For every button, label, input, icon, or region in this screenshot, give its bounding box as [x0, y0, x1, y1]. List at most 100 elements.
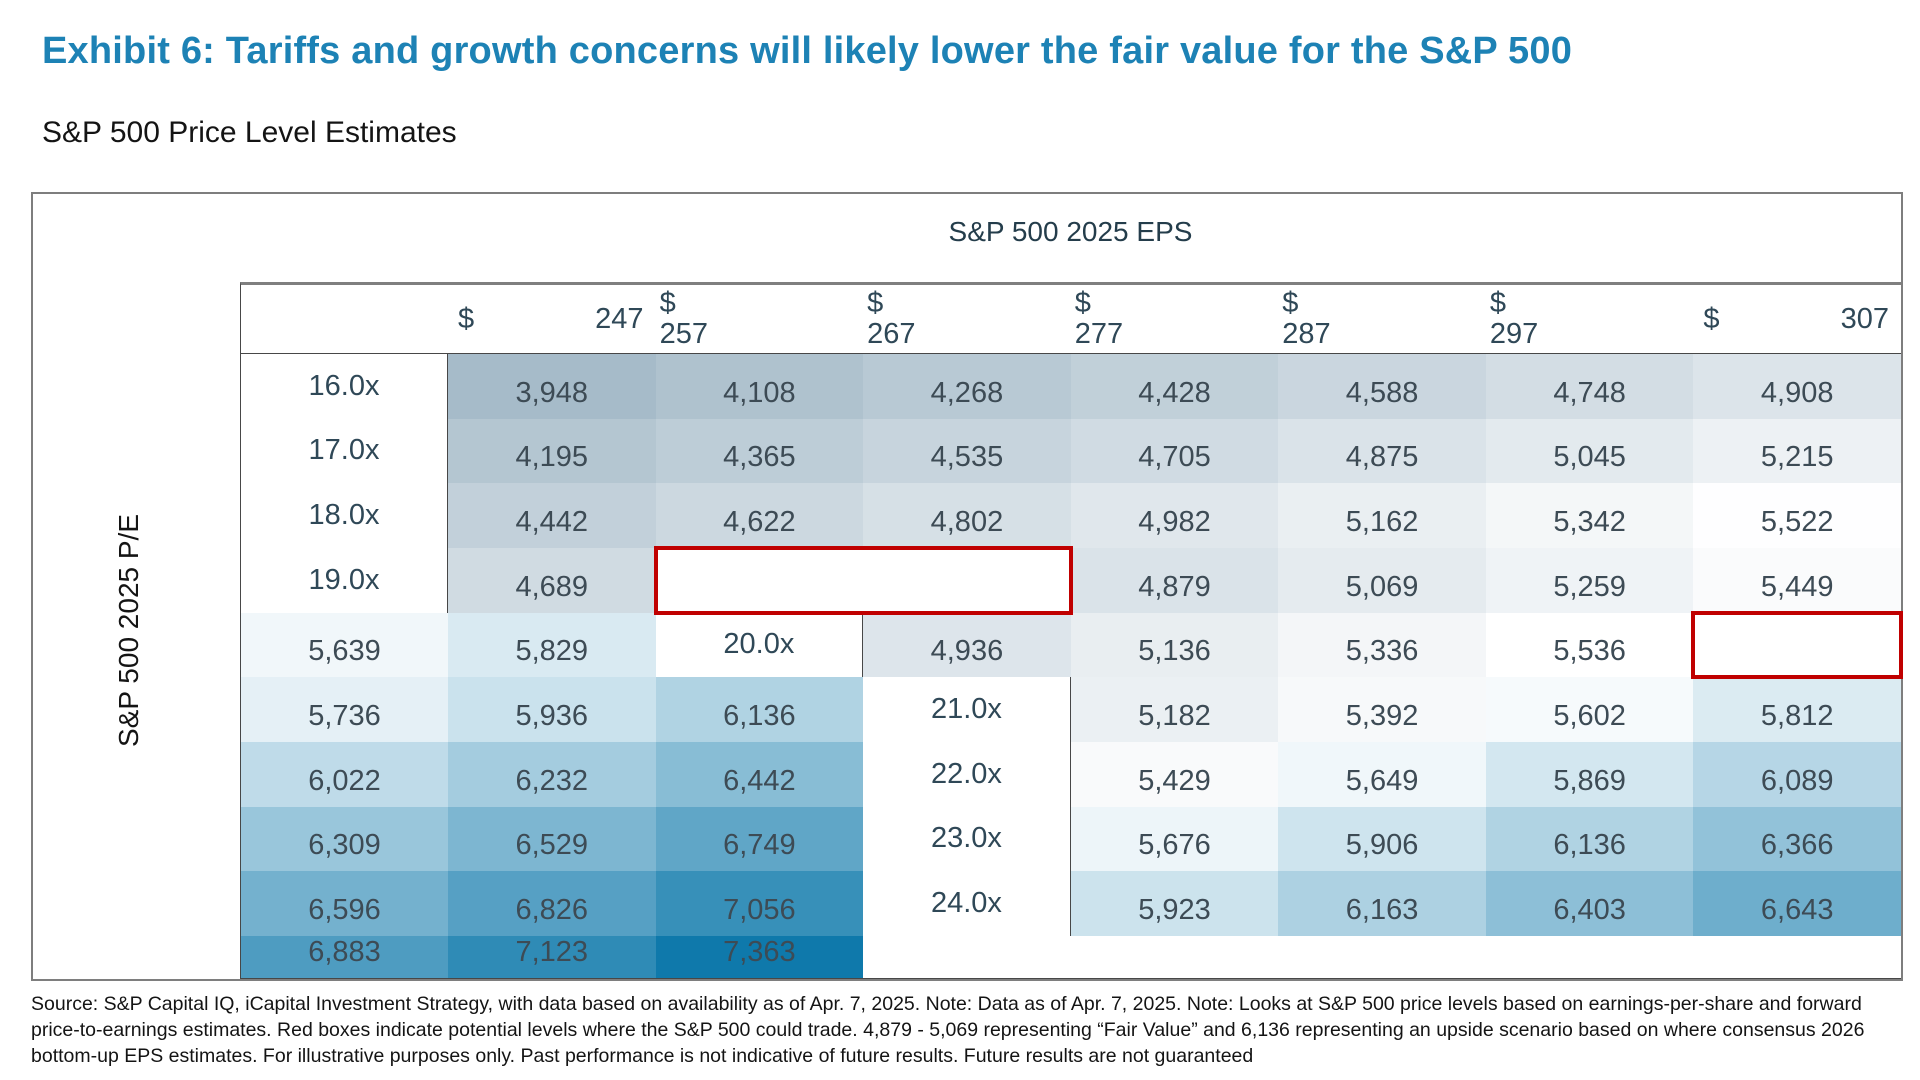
price-cell: 5,449 — [1693, 547, 1901, 613]
pe-axis-label-wrap: S&P 500 2025 P/E — [109, 282, 149, 979]
price-cell: 5,869 — [1485, 741, 1694, 807]
price-cell: 5,649 — [1278, 741, 1486, 807]
price-cell: 4,365 — [655, 418, 864, 484]
eps-header-cell: $267 — [863, 285, 1071, 354]
price-cell: 4,982 — [1070, 483, 1279, 548]
price-cell: 5,336 — [1278, 612, 1486, 678]
price-cell: 5,906 — [1278, 806, 1486, 872]
price-cell: 4,195 — [448, 418, 656, 484]
eps-axis-label: S&P 500 2025 EPS — [948, 216, 1193, 247]
eps-header-cell: $287 — [1278, 285, 1486, 354]
price-cell: 5,342 — [1485, 483, 1694, 548]
pe-row-label: 20.0x — [655, 612, 864, 678]
pe-row-label: 21.0x — [863, 677, 1071, 742]
matrix-corner-cell — [241, 285, 448, 354]
page-title: Exhibit 6: Tariffs and growth concerns w… — [42, 30, 1573, 72]
price-cell: 6,136 — [1485, 806, 1694, 872]
pe-row-label: 22.0x — [863, 741, 1071, 807]
currency-symbol: $ — [1074, 287, 1091, 319]
currency-symbol: $ — [1282, 287, 1299, 319]
price-cell: 6,529 — [448, 806, 656, 872]
pe-row-label: 19.0x — [241, 547, 448, 613]
price-cell: 5,812 — [1693, 677, 1901, 742]
price-cell: 4,879 — [1070, 547, 1279, 613]
price-cell: 5,136 — [1070, 612, 1279, 678]
price-cell: 6,442 — [655, 741, 864, 807]
pe-row-label: 18.0x — [241, 483, 448, 548]
currency-symbol: $ — [659, 287, 676, 319]
price-matrix: $247 $257 $267 $277 $287 $297 $307 16.0x 3,948 4,… — [240, 282, 1903, 979]
eps-header-cell: $247 — [448, 285, 656, 354]
eps-header-value: 247 — [595, 302, 644, 335]
price-cell: 6,089 — [1693, 741, 1901, 807]
price-cell: 6,403 — [1485, 871, 1694, 936]
price-cell: 5,522 — [1693, 483, 1901, 548]
price-cell: 3,948 — [448, 354, 656, 419]
eps-header-cell: $277 — [1070, 285, 1279, 354]
price-cell: 5,736 — [241, 677, 448, 742]
price-cell: 6,643 — [1693, 871, 1901, 936]
price-cell: 5,069 — [1278, 547, 1486, 613]
eps-header-value: 267 — [867, 318, 916, 350]
source-note: Source: S&P Capital IQ, iCapital Investm… — [31, 991, 1915, 1069]
price-cell: 6,232 — [448, 741, 656, 807]
price-cell: 6,826 — [448, 871, 656, 936]
price-cell: 5,045 — [1485, 418, 1694, 484]
eps-header-value: 307 — [1840, 302, 1889, 335]
upside-scenario-highlight-box — [1691, 610, 1903, 680]
eps-header-value: 287 — [1282, 318, 1331, 350]
price-cell: 4,705 — [1070, 418, 1279, 484]
eps-header-value: 297 — [1489, 318, 1539, 350]
price-cell: 7,123 — [448, 935, 656, 978]
price-cell: 5,639 — [241, 612, 448, 678]
pe-row-label: 16.0x — [241, 354, 448, 419]
price-cell: 5,182 — [1070, 677, 1279, 742]
price-cell: 4,689 — [448, 547, 656, 613]
price-cell: 4,875 — [1278, 418, 1486, 484]
price-cell: 4,442 — [448, 483, 656, 548]
price-cell: 4,428 — [1070, 354, 1279, 419]
source-note-line: Source: S&P Capital IQ, iCapital Investm… — [31, 993, 1862, 1015]
price-cell: 7,056 — [655, 871, 864, 936]
source-note-line: bottom-up EPS estimates. For illustrativ… — [31, 1045, 1254, 1067]
price-cell: 4,535 — [863, 418, 1071, 484]
pe-row-label: 24.0x — [863, 871, 1071, 936]
price-cell: 6,883 — [241, 935, 448, 978]
price-cell: 6,366 — [1693, 806, 1901, 872]
price-cell: 4,802 — [863, 483, 1071, 548]
eps-header-value: 257 — [659, 318, 708, 350]
price-cell: 5,829 — [448, 612, 656, 678]
price-cell: 4,588 — [1278, 354, 1486, 419]
estimates-panel: S&P 500 2025 EPS S&P 500 2025 P/E $247 $2… — [31, 192, 1903, 981]
price-cell: 4,936 — [863, 612, 1071, 678]
fair-value-range-highlight-box — [653, 545, 1073, 615]
price-cell: 4,908 — [1693, 354, 1901, 419]
price-cell: 6,136 — [655, 677, 864, 742]
currency-symbol: $ — [458, 302, 475, 335]
price-cell: 5,162 — [1278, 483, 1486, 548]
currency-symbol: $ — [867, 287, 884, 319]
price-cell: 5,936 — [448, 677, 656, 742]
price-cell: 6,596 — [241, 871, 448, 936]
eps-header-cell: $297 — [1485, 285, 1694, 354]
price-cell: 5,429 — [1070, 741, 1279, 807]
price-cell: 5,392 — [1278, 677, 1486, 742]
price-cell: 6,163 — [1278, 871, 1486, 936]
currency-symbol: $ — [1703, 302, 1720, 335]
price-cell: 6,022 — [241, 741, 448, 807]
price-cell: 5,676 — [1070, 806, 1279, 872]
currency-symbol: $ — [1489, 287, 1506, 319]
price-cell: 5,923 — [1070, 871, 1279, 936]
page-subtitle: S&P 500 Price Level Estimates — [42, 116, 457, 149]
source-note-line: price-to-earnings estimates. Red boxes i… — [31, 1019, 1865, 1041]
price-cell: 4,748 — [1485, 354, 1694, 419]
price-cell: 5,536 — [1485, 612, 1694, 678]
price-cell: 6,309 — [241, 806, 448, 872]
eps-header-cell: $257 — [655, 285, 864, 354]
price-cell: 4,108 — [655, 354, 864, 419]
price-cell: 4,268 — [863, 354, 1071, 419]
price-cell: 5,259 — [1485, 547, 1694, 613]
price-cell: 6,749 — [655, 806, 864, 872]
eps-header-value: 277 — [1074, 318, 1124, 350]
